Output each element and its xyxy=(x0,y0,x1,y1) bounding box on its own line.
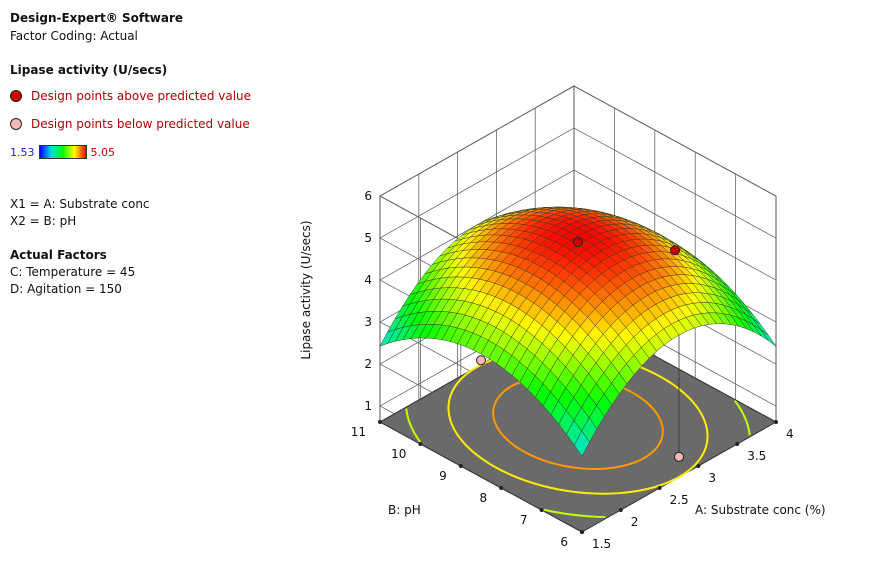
legend-above-label: Design points above predicted value xyxy=(31,89,252,103)
software-title: Design-Expert® Software xyxy=(10,11,184,25)
color-range: 1.53 5.05 xyxy=(10,141,115,160)
contour-line xyxy=(405,408,422,444)
factor-d: D: Agitation = 150 xyxy=(10,282,122,296)
x-axis-label: A: Substrate conc (%) xyxy=(695,503,826,517)
y-axis-label: B: pH xyxy=(388,503,421,517)
y-tick-label: 9 xyxy=(439,469,447,483)
above-point-icon xyxy=(10,89,22,102)
y-tick-mark xyxy=(539,508,544,512)
x-tick-mark xyxy=(657,486,662,490)
response-title: Lipase activity (U/secs) xyxy=(10,63,168,77)
y-tick-label: 7 xyxy=(520,513,528,527)
factor-c: C: Temperature = 45 xyxy=(10,265,136,279)
design-points xyxy=(476,237,684,462)
legend-below-label: Design points below predicted value xyxy=(31,117,250,131)
x-tick-label: 3 xyxy=(708,471,716,485)
y-tick-label: 8 xyxy=(480,491,488,505)
z-tick-label: 3 xyxy=(364,315,372,329)
design-point xyxy=(674,451,684,462)
legend-below: Design points below predicted value xyxy=(10,113,250,132)
range-max: 5.05 xyxy=(90,146,116,159)
x-tick-label: 2.5 xyxy=(670,493,689,507)
y-tick-mark xyxy=(378,420,382,424)
x-tick-label: 1.5 xyxy=(592,537,611,551)
y-tick-mark xyxy=(418,442,423,446)
z-tick-label: 1 xyxy=(364,399,372,413)
x-tick-label: 2 xyxy=(631,515,639,529)
z-axis-label: Lipase activity (U/secs) xyxy=(299,220,313,359)
contour-line xyxy=(734,400,751,436)
y-tick-mark xyxy=(580,530,584,534)
x-tick-mark xyxy=(696,464,701,468)
design-point xyxy=(573,237,583,248)
y-tick-mark xyxy=(458,464,463,468)
factor-coding: Factor Coding: Actual xyxy=(10,29,138,43)
z-tick-label: 2 xyxy=(364,357,372,371)
x-tick-label: 4 xyxy=(786,427,794,441)
surface-cell xyxy=(573,430,590,457)
color-gradient-bar xyxy=(38,144,87,159)
y-tick-label: 10 xyxy=(391,447,406,461)
contour-line xyxy=(542,508,606,519)
z-tick-label: 4 xyxy=(364,273,372,287)
y-tick-mark xyxy=(499,486,504,490)
x1-definition: X1 = A: Substrate conc xyxy=(10,197,150,211)
x2-definition: X2 = B: pH xyxy=(10,214,77,228)
response-surface xyxy=(379,206,777,457)
design-point xyxy=(476,355,486,366)
design-point xyxy=(670,245,680,256)
below-point-icon xyxy=(10,117,22,130)
x-tick-label: 3.5 xyxy=(747,449,766,463)
x-tick-mark xyxy=(735,442,740,446)
z-tick-label: 5 xyxy=(364,231,372,245)
legend-above: Design points above predicted value xyxy=(10,85,251,104)
z-tick-label: 6 xyxy=(364,189,372,203)
y-tick-label: 6 xyxy=(560,535,568,549)
range-min: 1.53 xyxy=(10,146,35,159)
y-tick-label: 11 xyxy=(351,425,366,439)
actual-factors-title: Actual Factors xyxy=(10,248,107,262)
x-tick-mark xyxy=(774,420,778,424)
x-tick-mark xyxy=(618,508,623,512)
